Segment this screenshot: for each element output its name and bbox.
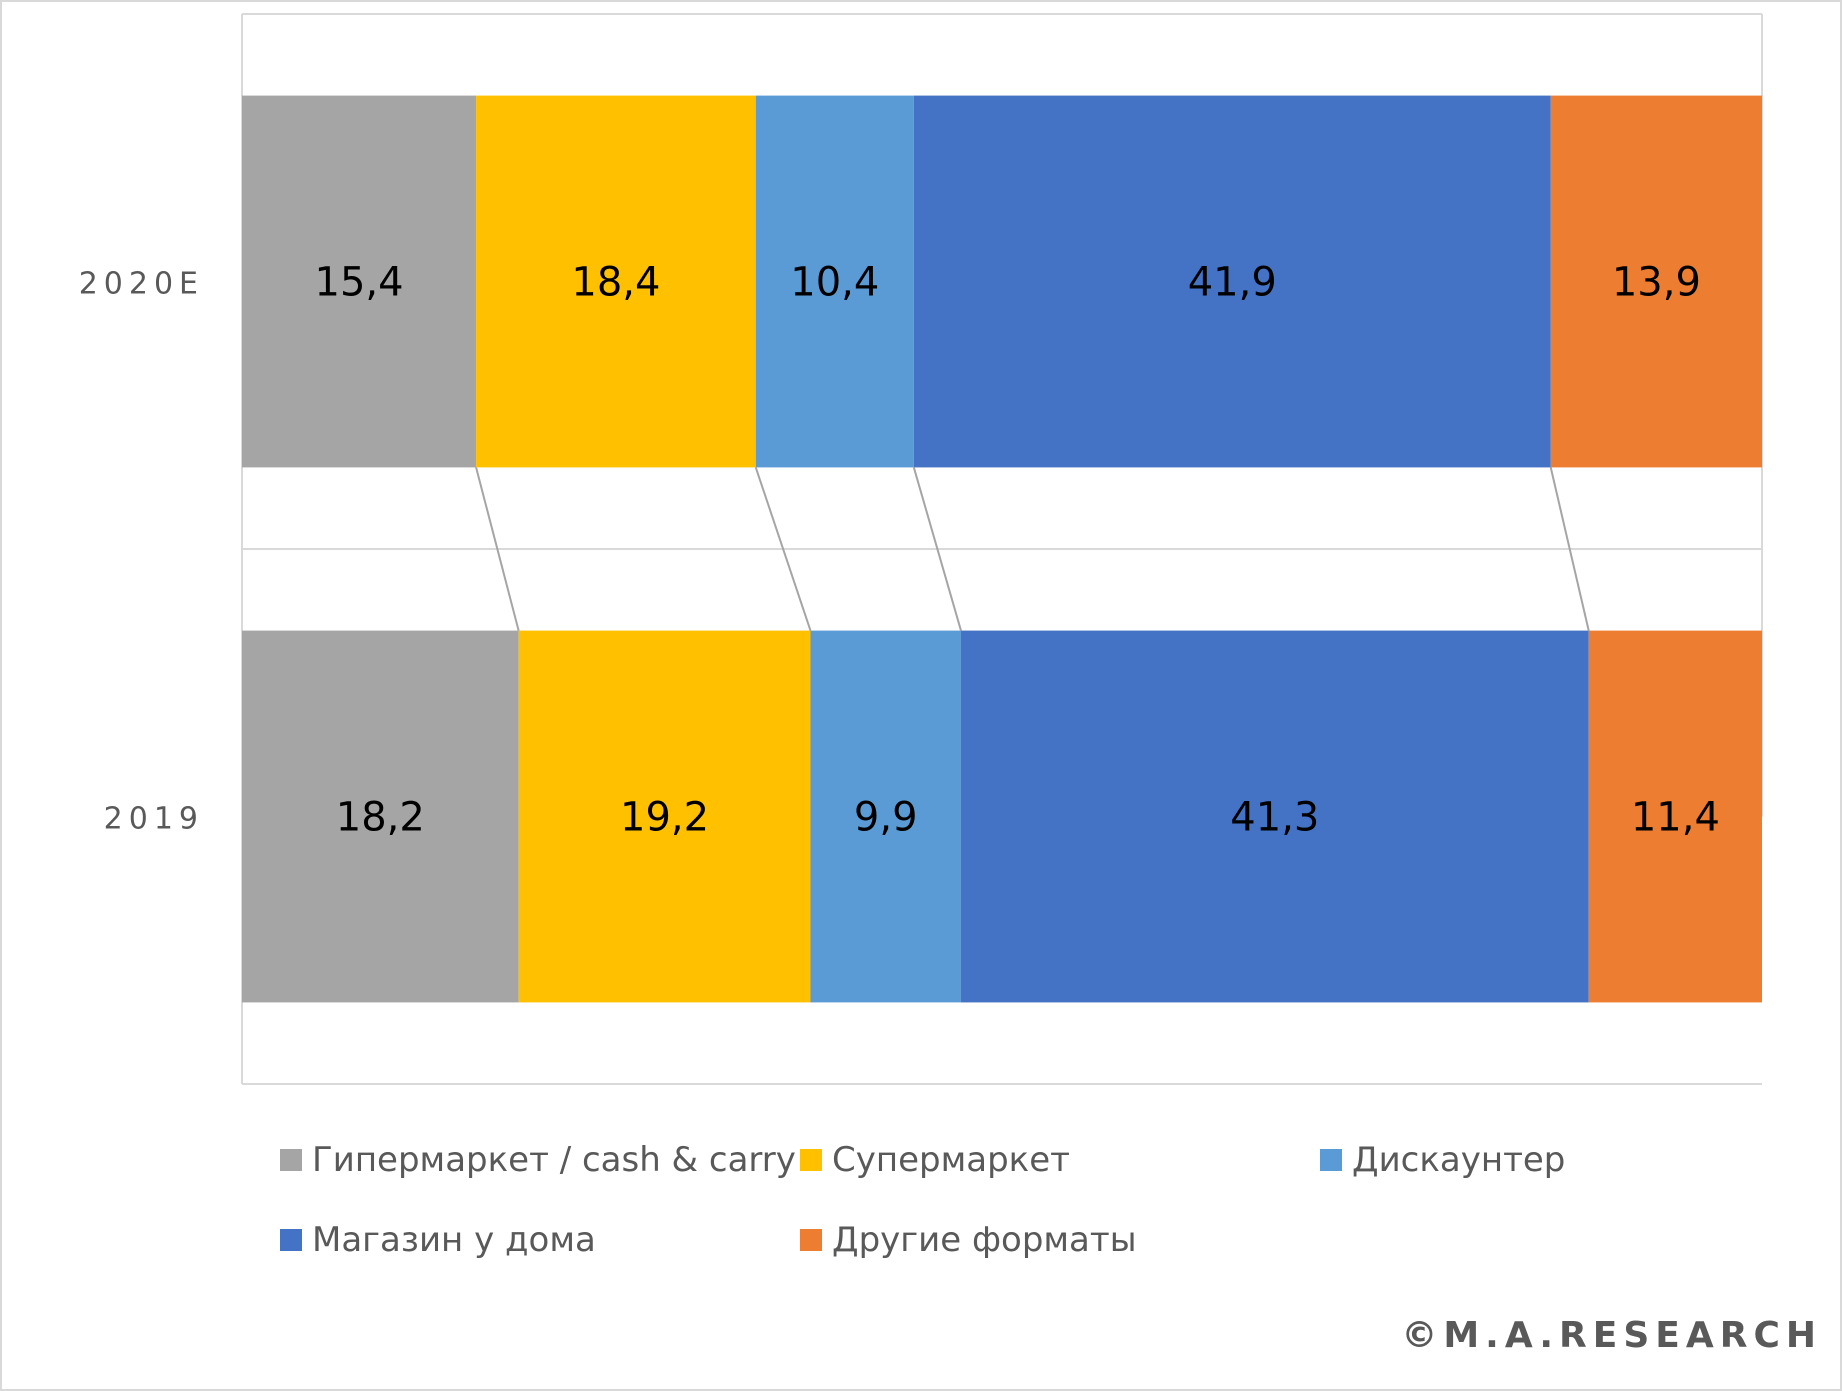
- data-label: 41,3: [1230, 795, 1319, 841]
- legend-label: Гипермаркет / cash & carry: [312, 1140, 796, 1180]
- series-line: [912, 467, 962, 631]
- legend-label: Дискаунтер: [1352, 1140, 1566, 1180]
- legend-item-hypermarket: Гипермаркет / cash & carry: [280, 1140, 796, 1180]
- bar-segment: [242, 95, 477, 468]
- data-label: 13,9: [1612, 260, 1701, 306]
- bar-segment: [810, 630, 961, 1003]
- legend-swatch: [280, 1229, 302, 1251]
- bar-segment: [755, 95, 914, 468]
- bar-segment: [1588, 630, 1762, 1003]
- bar-segment: [476, 95, 756, 468]
- bar-segment: [1550, 95, 1762, 468]
- data-label: 41,9: [1188, 260, 1277, 306]
- legend-swatch: [800, 1149, 822, 1171]
- bar-segment: [913, 95, 1551, 468]
- data-label: 18,4: [571, 260, 660, 306]
- bar-segment: [242, 630, 519, 1003]
- data-label: 10,4: [790, 260, 879, 306]
- data-label: 11,4: [1631, 795, 1720, 841]
- data-label: 18,2: [336, 795, 425, 841]
- category-label: 2020E: [79, 267, 204, 302]
- legend-swatch: [1320, 1149, 1342, 1171]
- series-line: [475, 467, 520, 631]
- legend-item-supermarket: Супермаркет: [800, 1140, 1070, 1180]
- bar-segment: [518, 630, 811, 1003]
- legend-label: Супермаркет: [832, 1140, 1070, 1180]
- copyright-watermark: ©M.A.RESEARCH: [1401, 1315, 1822, 1356]
- legend-item-convenience-store: Магазин у дома: [280, 1220, 596, 1260]
- legend-label: Магазин у дома: [312, 1220, 596, 1260]
- legend-item-other-formats: Другие форматы: [800, 1220, 1137, 1260]
- legend-swatch: [280, 1149, 302, 1171]
- series-line: [1549, 467, 1590, 631]
- data-label: 9,9: [854, 795, 918, 841]
- legend-item-discounter: Дискаунтер: [1320, 1140, 1565, 1180]
- data-label: 15,4: [315, 260, 404, 306]
- series-line: [754, 467, 812, 631]
- legend-swatch: [800, 1229, 822, 1251]
- category-label: 2019: [104, 802, 204, 837]
- bar-segment: [960, 630, 1589, 1003]
- legend-label: Другие форматы: [832, 1220, 1137, 1260]
- data-label: 19,2: [620, 795, 709, 841]
